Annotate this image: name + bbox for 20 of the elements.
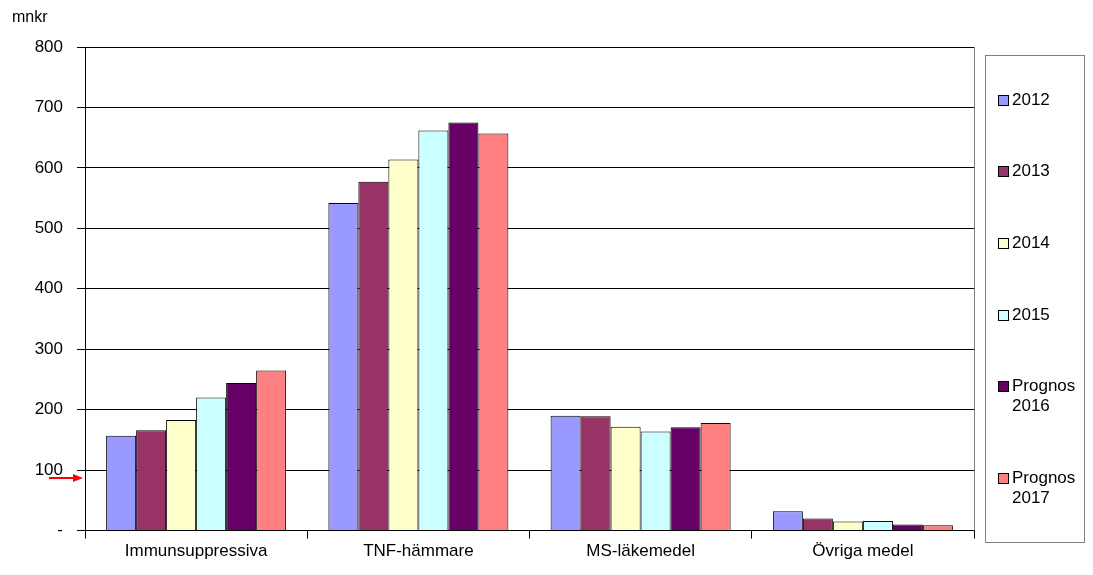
y-tick-label: 600 — [34, 157, 63, 177]
y-tick-label: 300 — [34, 338, 63, 358]
y-tick-label: 700 — [34, 97, 63, 117]
x-tick-label: MS-läkemedel — [586, 541, 695, 561]
x-tick-label: Övriga medel — [812, 541, 914, 561]
x-tick-label: TNF-hämmare — [363, 541, 474, 561]
legend-label: 2014 — [1012, 233, 1050, 254]
legend-label: 2013 — [1012, 161, 1050, 182]
y-tick-label: 800 — [34, 36, 63, 56]
y-tick-label: 200 — [34, 399, 63, 419]
y-tick-label: 100 — [34, 459, 63, 479]
x-tick-label: Immunsuppressiva — [124, 541, 268, 561]
y-tick-label: 500 — [34, 218, 63, 238]
y-axis-title: mnkr — [12, 8, 48, 26]
legend-label: Prognos 2016 — [1012, 376, 1077, 417]
legend-label: 2012 — [1012, 89, 1050, 110]
legend-label: 2015 — [1012, 304, 1050, 325]
y-tick-label: - — [57, 520, 63, 540]
legend-label: Prognos 2017 — [1012, 468, 1077, 509]
y-tick-label: 400 — [34, 278, 63, 298]
